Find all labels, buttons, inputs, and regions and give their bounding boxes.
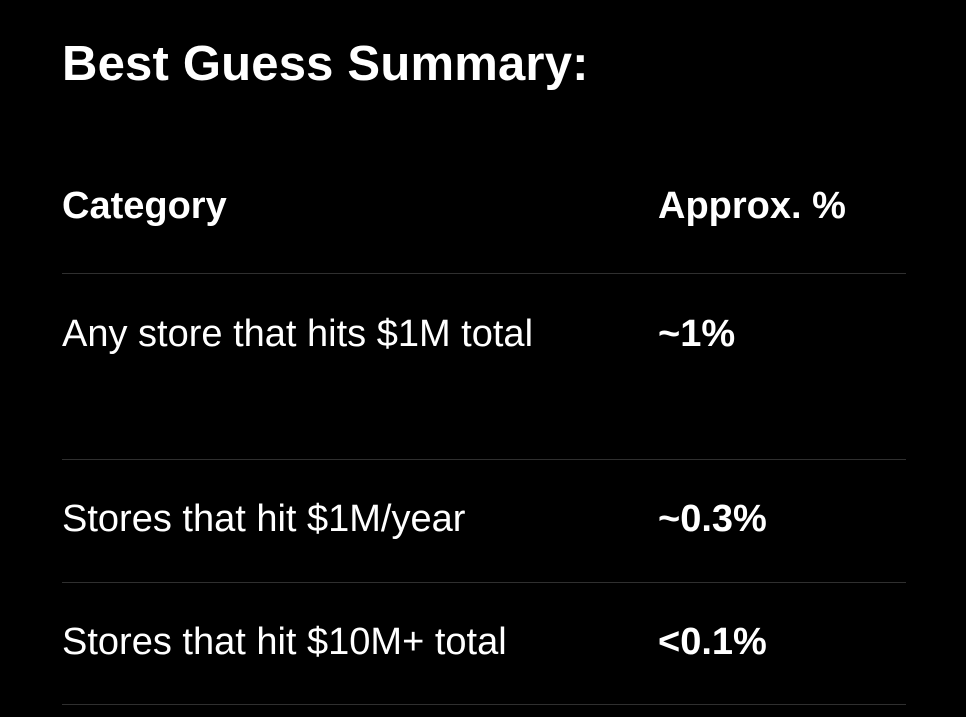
category-cell: Any store that hits $1M total: [62, 313, 534, 355]
column-header-percent: Approx. %: [658, 185, 846, 227]
column-header-category: Category: [62, 185, 227, 227]
table-row: Stores that hit $1M/year ~0.3%: [62, 460, 906, 583]
table-row: Any store that hits $1M total ~1%: [62, 274, 906, 460]
table-header-row: Category Approx. %: [62, 186, 906, 274]
table-row: Stores that hit $10M+ total <0.1%: [62, 583, 906, 705]
summary-title: Best Guess Summary:: [62, 37, 589, 91]
percent-cell: <0.1%: [658, 621, 767, 663]
summary-section: Best Guess Summary: Category Approx. % A…: [62, 0, 906, 705]
summary-table: Category Approx. % Any store that hits $…: [62, 186, 906, 705]
category-cell: Stores that hit $10M+ total: [62, 621, 507, 663]
percent-cell: ~0.3%: [658, 498, 767, 540]
category-cell: Stores that hit $1M/year: [62, 498, 466, 540]
percent-cell: ~1%: [658, 313, 736, 355]
